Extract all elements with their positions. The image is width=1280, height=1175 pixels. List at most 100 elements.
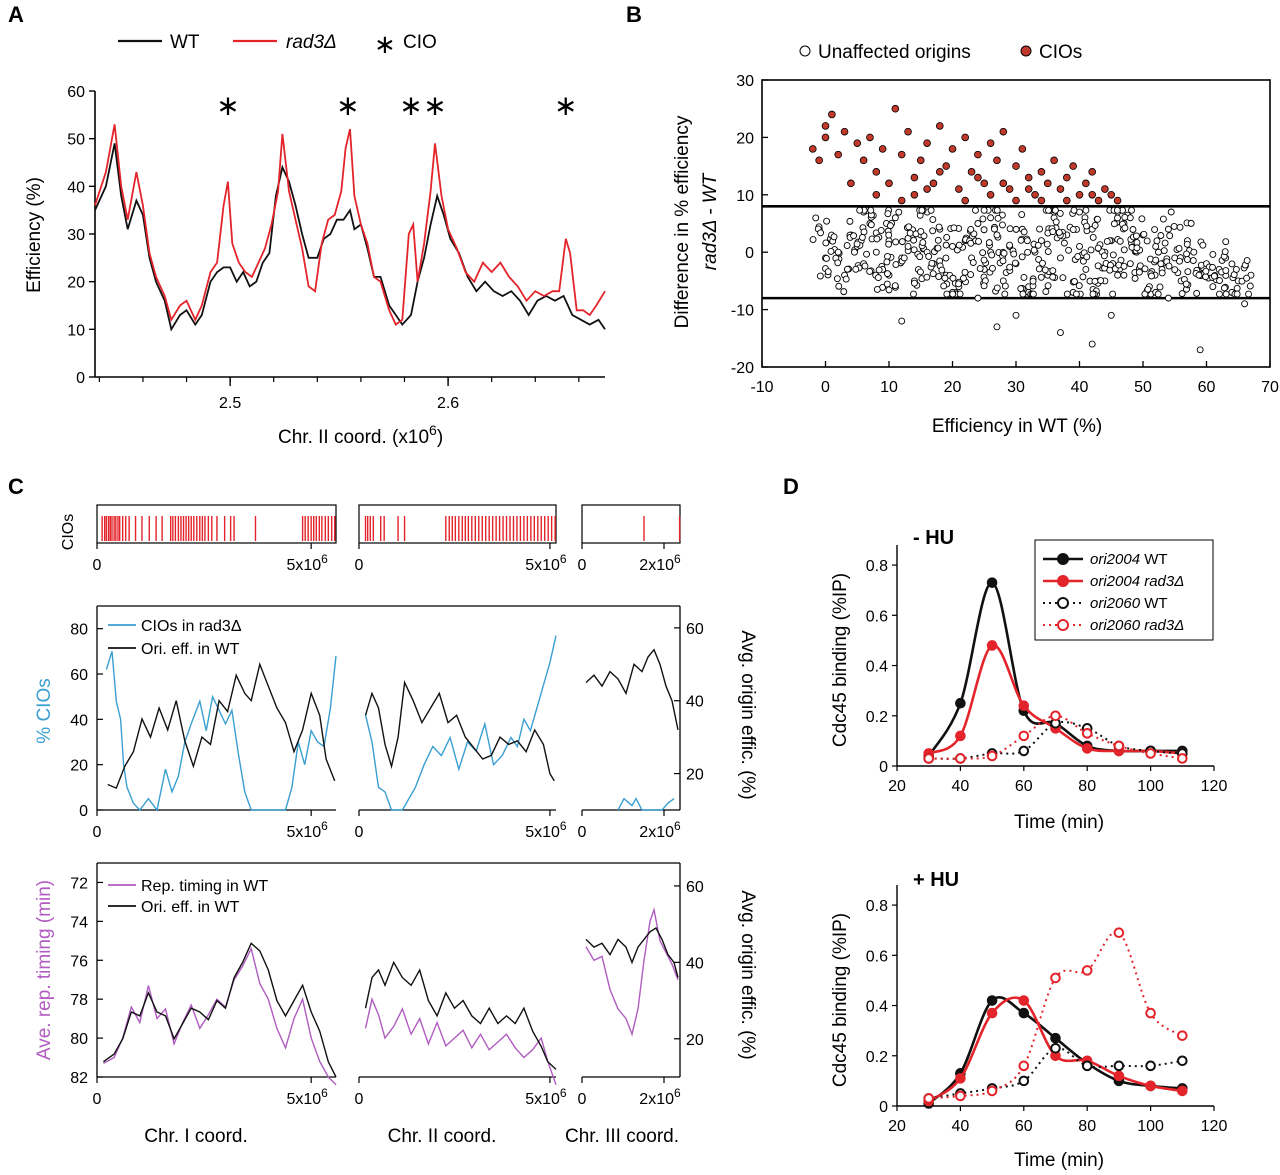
a-y-tick-label: 0 (76, 370, 85, 387)
b-unaffected-point (823, 217, 831, 225)
d-top-series-point (986, 577, 998, 588)
a-cio-asterisk: ∗ (336, 90, 359, 121)
a-x-tick-label: 2.5 (219, 395, 241, 412)
a-y-tick-label: 30 (67, 227, 85, 244)
d-top-series-point (1081, 743, 1093, 754)
b-unaffected-point (851, 248, 858, 256)
b-cio-point (955, 185, 963, 193)
b-unaffected-point (1000, 249, 1008, 257)
a-y-tick-label: 10 (67, 322, 85, 339)
c-bottom-left-tick-label: 80 (70, 1031, 88, 1048)
c-track-frame (581, 504, 681, 544)
d-bottom-y-tick-label: 0 (879, 1099, 888, 1116)
b-cio-point (834, 150, 842, 159)
b-unaffected-point (835, 282, 843, 290)
b-unaffected-point (1019, 290, 1027, 298)
a-cio-asterisk: ∗ (399, 90, 422, 121)
d-legend-swatch-marker (1057, 575, 1069, 587)
b-unaffected-point (910, 290, 917, 298)
b-y-tick-label: 10 (736, 188, 754, 205)
panel-label-a: A (8, 2, 24, 27)
b-cio-point (1094, 196, 1103, 205)
b-unaffected-point (824, 268, 832, 276)
d-top-y-tick-label: 0.2 (866, 709, 888, 726)
b-unaffected-point (867, 221, 875, 229)
a-x-label: Chr. II coord. (x106) (278, 422, 443, 448)
d-top-series-point (1018, 730, 1030, 742)
b-unaffected-point (938, 266, 946, 274)
b-unaffected-point (812, 214, 820, 222)
b-unaffected-point (941, 274, 949, 282)
b-unaffected-point (949, 274, 957, 282)
b-unaffected-point (1035, 265, 1043, 273)
b-unaffected-point (999, 257, 1007, 265)
b-unaffected-point (1012, 311, 1020, 319)
b-unaffected-point (1176, 223, 1184, 231)
b-unaffected-point (1056, 209, 1064, 217)
b-unaffected-point (1241, 300, 1249, 308)
c-top-left-series (105, 651, 337, 812)
d-bottom-series-point (955, 1090, 966, 1102)
b-unaffected-point (935, 273, 943, 281)
b-unaffected-point (1222, 238, 1230, 246)
b-cio-point (885, 179, 893, 188)
d-bottom-x-tick-label: 80 (1078, 1118, 1096, 1135)
b-unaffected-point (1089, 290, 1097, 298)
b-cio-point (993, 156, 1001, 165)
b-unaffected-point (1017, 236, 1025, 244)
d-bottom-series-point (923, 1093, 935, 1104)
b-unaffected-point (1075, 282, 1083, 290)
c-track-frame (358, 504, 557, 544)
b-unaffected-point (1164, 225, 1172, 233)
a-x-tick-label: 2.6 (437, 395, 459, 412)
c-track-x-tick-label: 2x106 (639, 552, 681, 574)
b-cio-point (948, 145, 957, 153)
b-unaffected-point (1183, 240, 1191, 248)
b-unaffected-point (967, 226, 975, 233)
b-cio-point (1113, 196, 1122, 205)
d-bottom-series-point (1018, 1060, 1030, 1072)
b-unaffected-point (1140, 230, 1148, 238)
b-unaffected-point (935, 223, 943, 231)
b-unaffected-point (1037, 273, 1045, 281)
b-unaffected-point (885, 286, 893, 294)
a-cio-asterisk: ∗ (554, 90, 577, 121)
b-unaffected-point (1128, 206, 1135, 214)
b-unaffected-point (1088, 340, 1096, 348)
b-cio-point (1063, 196, 1071, 205)
b-cio-point (1024, 185, 1033, 193)
d-bottom-series-point (986, 1007, 998, 1019)
b-unaffected-point (919, 239, 927, 247)
b-unaffected-point (1106, 266, 1114, 274)
b-unaffected-point (943, 290, 951, 298)
b-x-tick-label: 50 (1134, 379, 1152, 396)
c-bottom-ori-series (364, 960, 557, 1070)
b-unaffected-point (1154, 290, 1162, 298)
b-unaffected-point (1060, 239, 1068, 247)
c-track-x-tick-label: 0 (93, 557, 102, 574)
d-top-series-point (955, 697, 966, 709)
b-unaffected-point (1010, 250, 1018, 258)
b-cio-point (1018, 145, 1027, 153)
b-unaffected-point (833, 275, 841, 283)
b-unaffected-point (993, 231, 1001, 239)
d-bottom-series-point (1177, 1085, 1188, 1097)
d-top-series-point (955, 730, 966, 742)
b-unaffected-point (904, 243, 912, 250)
b-unaffected-point (1215, 290, 1223, 298)
b-unaffected-point (1195, 271, 1203, 279)
panel-d: D - HU + HU 00.20.40.60.820 40 60 80 100 120 … (783, 474, 1227, 1171)
b-cio-point (897, 150, 906, 159)
d-top-series-point (1113, 740, 1125, 752)
c-top-ori-series (107, 661, 336, 790)
b-unaffected-point (1210, 272, 1218, 280)
b-unaffected-point (1049, 273, 1057, 281)
d-bottom-y-tick-label: 0.8 (866, 898, 888, 915)
b-unaffected-point (1079, 273, 1087, 281)
a-x-ticks: 2.5 2.6 (98, 377, 580, 412)
c-cio-track-label: CIOs (60, 514, 77, 550)
a-cio-asterisk: ∗ (216, 90, 239, 121)
d-bottom-y-tick-label: 0.2 (866, 1049, 888, 1066)
b-unaffected-point (1056, 254, 1064, 262)
b-unaffected-point (910, 246, 918, 254)
